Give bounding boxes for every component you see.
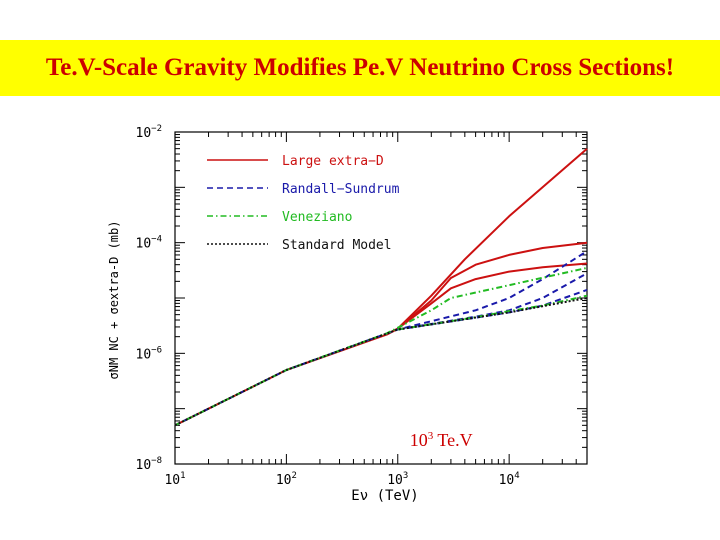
series-line-3 [174, 250, 588, 427]
annotation-label: 103 Te.V [410, 430, 473, 450]
x-axis-label: Eν (TeV) [351, 488, 418, 504]
annotation-exp: 3 [428, 430, 434, 442]
legend-label-0: Large extra−D [282, 154, 384, 169]
series-line-2 [386, 262, 588, 336]
legend: Large extra−D Randall−Sundrum Veneziano Sta… [207, 154, 400, 253]
y-axis-label: σNM NC + σextra-D (mb) [107, 221, 121, 380]
y-tick-label: 10−8 [136, 456, 163, 473]
series-line-6 [174, 266, 588, 427]
y-tick-label: 10−2 [136, 124, 163, 141]
x-tick-label-exp: 3 [403, 471, 408, 481]
x-tick-label-exp: 1 [180, 471, 185, 481]
y-tick-label-exp: −8 [151, 456, 162, 466]
y-tick-label-exp: −6 [151, 345, 162, 355]
x-tick-label-base: 10 [276, 473, 292, 488]
slide-title: Te.V-Scale Gravity Modifies Pe.V Neutrin… [45, 54, 675, 81]
x-tick-label-base: 10 [499, 473, 515, 488]
y-tick-label-base: 10 [136, 126, 152, 141]
legend-label-1: Randall−Sundrum [282, 182, 400, 197]
series-lines [174, 147, 588, 427]
x-tick-label: 104 [499, 471, 520, 488]
x-tick-label-base: 10 [387, 473, 403, 488]
x-tick-label: 101 [164, 471, 185, 488]
series-line-1 [386, 241, 588, 336]
tick-marks [174, 131, 588, 465]
legend-label-3: Standard Model [282, 238, 392, 253]
series-line-7 [397, 294, 588, 331]
y-tick-label: 10−4 [136, 235, 163, 252]
x-tick-label: 102 [276, 471, 297, 488]
x-tick-label-exp: 2 [291, 471, 296, 481]
series-line-8 [174, 297, 588, 427]
y-tick-label-base: 10 [136, 458, 152, 473]
annotation-base: 10 [410, 430, 428, 450]
title-banner: Te.V-Scale Gravity Modifies Pe.V Neutrin… [0, 40, 720, 96]
x-tick-label-exp: 4 [514, 471, 519, 481]
y-tick-label-exp: −4 [151, 235, 162, 245]
y-tick-label: 10−6 [136, 345, 163, 362]
series-line-5 [397, 288, 588, 331]
y-tick-label-base: 10 [136, 237, 152, 252]
y-tick-label-exp: −2 [151, 124, 162, 134]
x-tick-label: 103 [387, 471, 408, 488]
legend-label-2: Veneziano [282, 210, 352, 225]
annotation-unit: Te.V [433, 430, 472, 450]
x-tick-label-base: 10 [164, 473, 180, 488]
y-tick-label-base: 10 [136, 347, 152, 362]
